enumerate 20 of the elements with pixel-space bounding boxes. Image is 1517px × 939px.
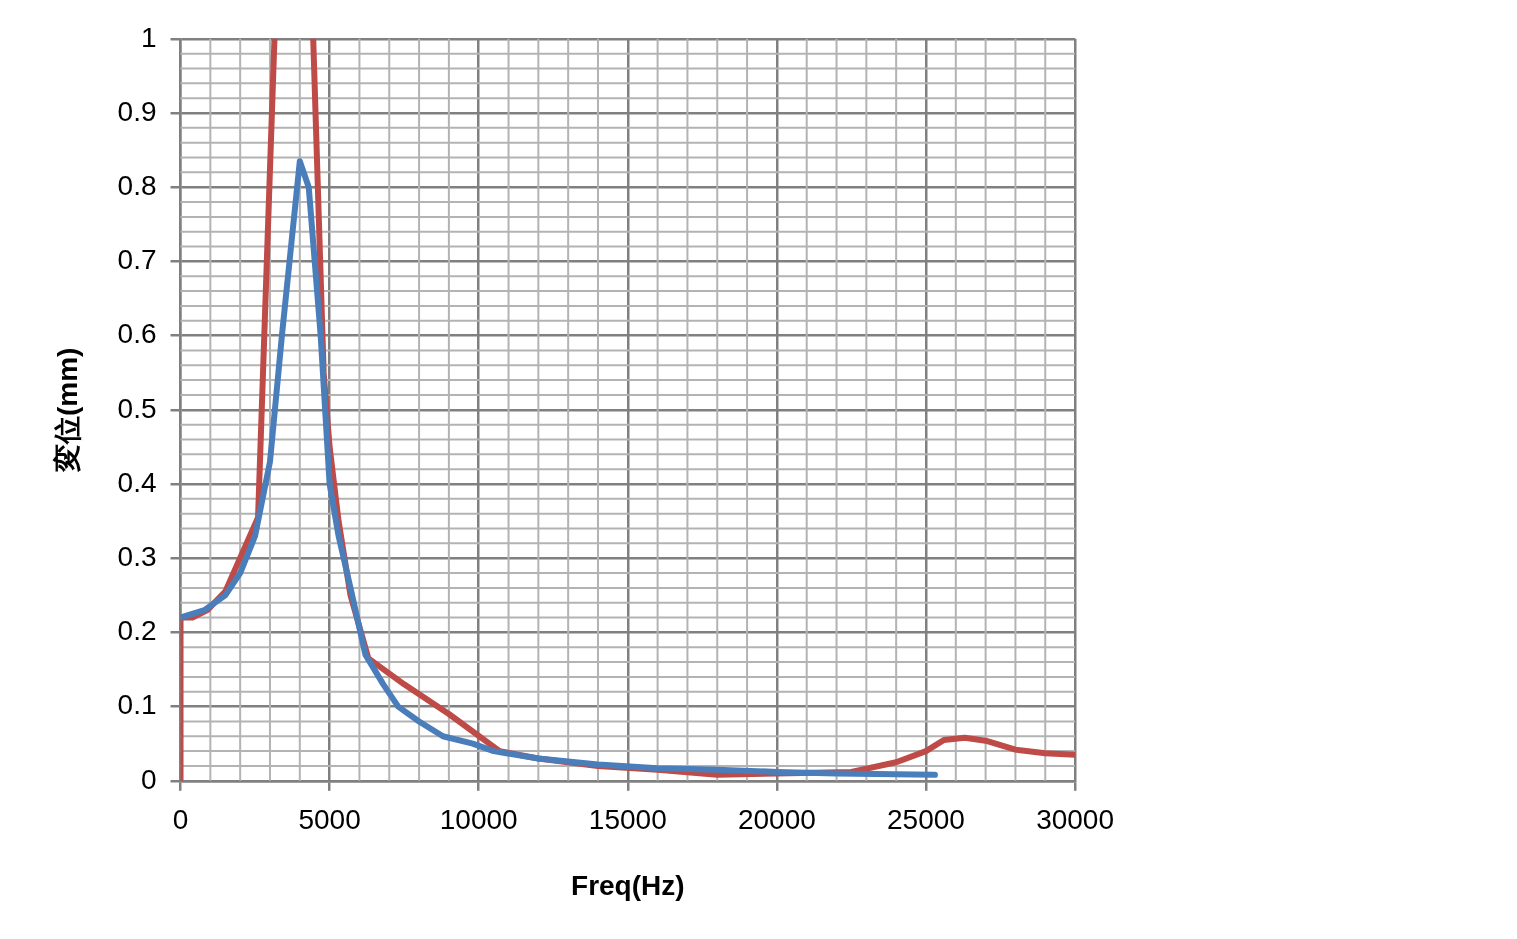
y-axis-title: 変位(mm) (51, 347, 83, 474)
x-tick-label: 30000 (1036, 804, 1115, 836)
x-tick-label: 25000 (887, 804, 965, 836)
x-tick-label: 5000 (298, 804, 361, 836)
y-tick-label: 0.4 (117, 466, 157, 498)
x-tick-label: 20000 (737, 804, 816, 836)
y-tick-label: 0.8 (117, 169, 157, 201)
y-tick-label: 0.5 (117, 392, 157, 424)
y-tick-label: 0.9 (117, 95, 157, 127)
y-tick-label: 0.6 (117, 318, 157, 350)
y-tick-label: 1 (140, 21, 157, 53)
y-tick-label: 0 (140, 763, 157, 795)
y-tick-label: 0.7 (117, 244, 157, 276)
x-axis-title: Freq(Hz) (571, 869, 685, 901)
y-tick-label: 0.1 (117, 689, 157, 721)
y-tick-label: 0.2 (117, 615, 157, 647)
x-tick-label: 10000 (439, 804, 518, 836)
y-tick-label: 0.3 (117, 540, 157, 572)
x-tick-label: 0 (172, 804, 189, 836)
x-tick-label: 15000 (588, 804, 667, 836)
